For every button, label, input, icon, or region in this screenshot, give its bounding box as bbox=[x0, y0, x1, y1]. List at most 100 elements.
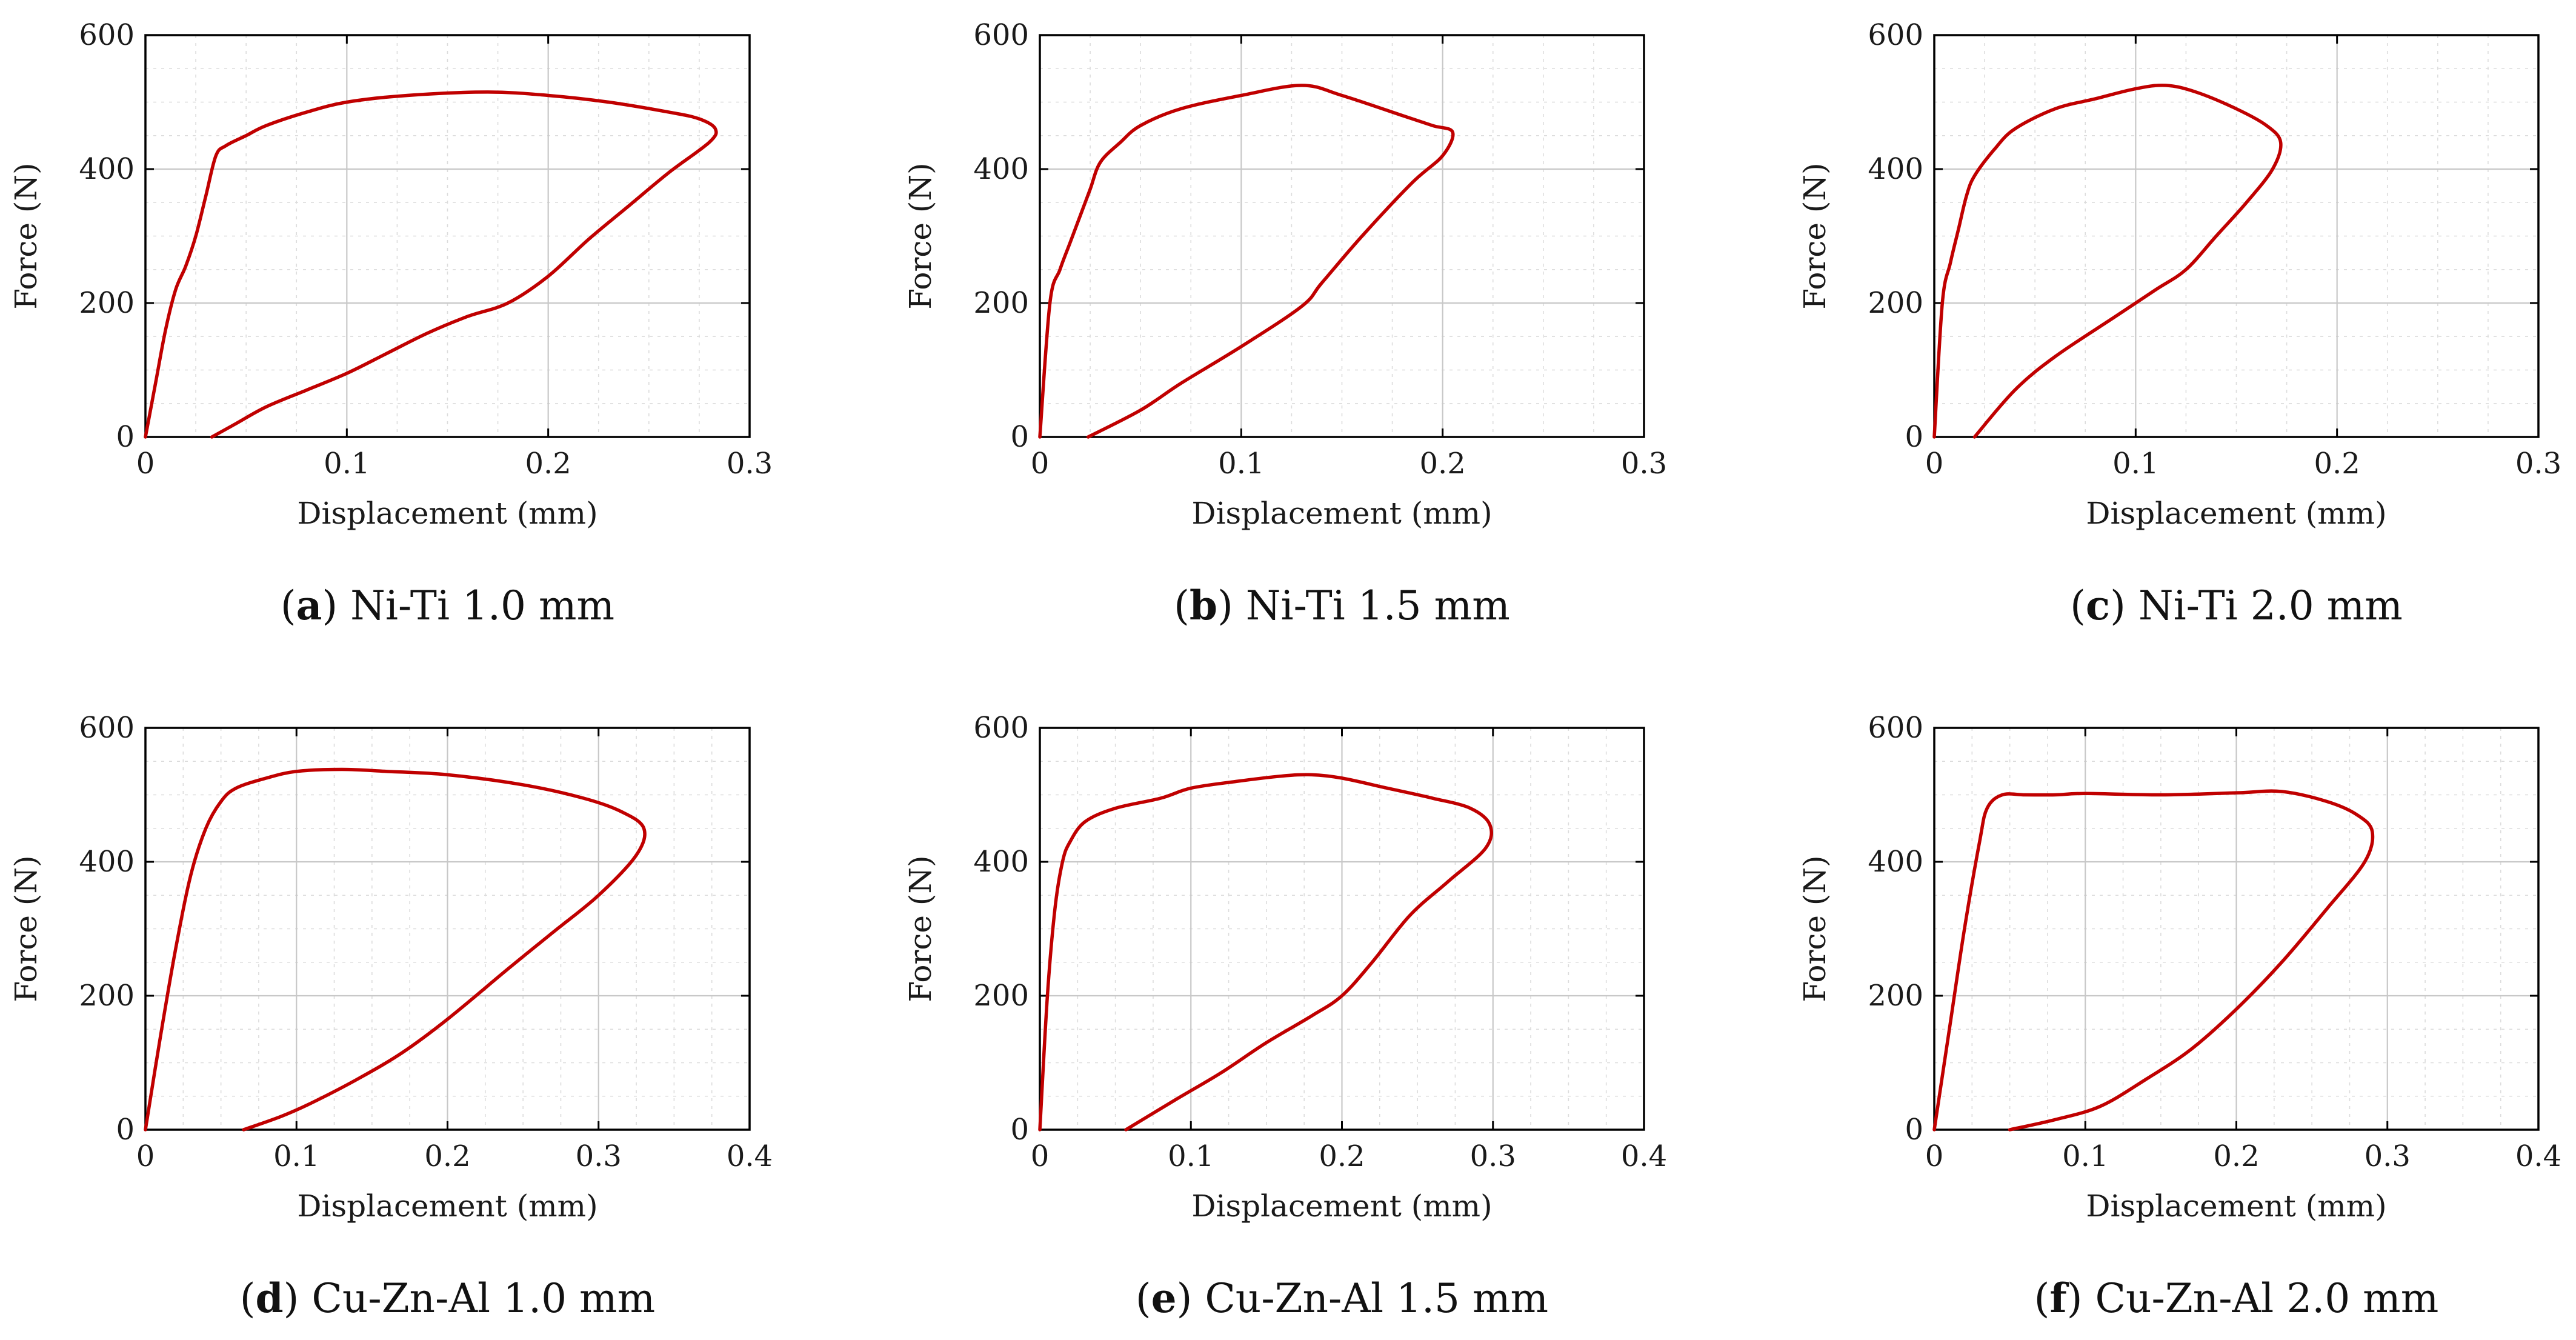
caption-letter: a bbox=[296, 582, 322, 629]
panel-caption: (b) Ni-Ti 1.5 mm bbox=[1174, 582, 1510, 629]
x-tick-label: 0.2 bbox=[1319, 1139, 1365, 1173]
caption-paren: ) bbox=[322, 582, 350, 629]
y-tick-label: 600 bbox=[1868, 711, 1923, 745]
y-tick-label: 200 bbox=[79, 286, 135, 320]
x-tick-label: 0 bbox=[1925, 1139, 1944, 1173]
panel-d: 0 0.1 0.2 0.3 0.4 0 200 400 600 Displacement (mm)… bbox=[8, 711, 773, 1322]
y-tick-label: 0 bbox=[1010, 1113, 1029, 1147]
caption-paren: ( bbox=[1174, 582, 1190, 629]
series-line bbox=[144, 767, 647, 1132]
panel-e: 0 0.1 0.2 0.3 0.4 0 200 400 600 Displacement (mm)… bbox=[903, 711, 1667, 1322]
x-tick-label: 0.3 bbox=[1470, 1139, 1516, 1173]
x-tick-label: 0.4 bbox=[1621, 1139, 1667, 1173]
series-line bbox=[1038, 84, 1455, 439]
y-tick-label: 600 bbox=[79, 18, 135, 52]
y-axis-label: Force (N) bbox=[903, 855, 938, 1002]
x-tick-label: 0.3 bbox=[727, 447, 773, 481]
caption-text: Cu-Zn-Al 2.0 mm bbox=[2095, 1275, 2439, 1322]
panel-caption: (e) Cu-Zn-Al 1.5 mm bbox=[1136, 1275, 1548, 1322]
x-tick-label: 0.3 bbox=[2365, 1139, 2411, 1173]
caption-paren: ( bbox=[240, 1275, 256, 1322]
x-tick-label: 0.1 bbox=[1168, 1139, 1214, 1173]
y-axis-label: Force (N) bbox=[8, 855, 44, 1002]
caption-text: Cu-Zn-Al 1.5 mm bbox=[1205, 1275, 1548, 1322]
panel-caption: (a) Ni-Ti 1.0 mm bbox=[281, 582, 614, 629]
panel-a: 0 0.1 0.2 0.3 0 200 400 600 Displacement (mm) For… bbox=[8, 18, 773, 629]
x-tick-label: 0.1 bbox=[1218, 447, 1264, 481]
y-tick-label: 400 bbox=[1868, 845, 1923, 879]
x-tick-label: 0 bbox=[136, 447, 155, 481]
x-tick-label: 0.3 bbox=[576, 1139, 622, 1173]
x-tick-label: 0.3 bbox=[2515, 447, 2561, 481]
caption-paren: ) bbox=[2067, 1275, 2095, 1322]
y-tick-label: 0 bbox=[116, 1113, 135, 1147]
caption-paren: ( bbox=[1136, 1275, 1151, 1322]
caption-letter: d bbox=[256, 1275, 284, 1322]
caption-letter: f bbox=[2049, 1275, 2069, 1322]
x-tick-label: 0.2 bbox=[2314, 447, 2360, 481]
y-tick-label: 600 bbox=[973, 711, 1029, 745]
x-axis-label: Displacement (mm) bbox=[297, 496, 597, 531]
caption-paren: ( bbox=[2070, 582, 2086, 629]
caption-letter: c bbox=[2086, 582, 2110, 629]
y-axis-label: Force (N) bbox=[1797, 855, 1832, 1002]
x-axis-label: Displacement (mm) bbox=[297, 1188, 597, 1224]
caption-paren: ) bbox=[1217, 582, 1246, 629]
series-line bbox=[1038, 773, 1494, 1132]
y-tick-label: 200 bbox=[973, 286, 1029, 320]
x-tick-label: 0 bbox=[1925, 447, 1944, 481]
series-line bbox=[144, 90, 718, 439]
caption-text: Cu-Zn-Al 1.0 mm bbox=[311, 1275, 655, 1322]
plot-frame bbox=[144, 34, 751, 438]
x-tick-label: 0.2 bbox=[525, 447, 571, 481]
caption-text: Ni-Ti 2.0 mm bbox=[2138, 582, 2403, 629]
panel-caption: (d) Cu-Zn-Al 1.0 mm bbox=[240, 1275, 655, 1322]
y-tick-label: 600 bbox=[1868, 18, 1923, 52]
caption-paren: ( bbox=[2034, 1275, 2050, 1322]
y-axis-label: Force (N) bbox=[1797, 162, 1832, 309]
panel-caption: (c) Ni-Ti 2.0 mm bbox=[2070, 582, 2403, 629]
panel-c: 0 0.1 0.2 0.3 0 200 400 600 Displacement (mm) For… bbox=[1797, 18, 2561, 629]
caption-text: Ni-Ti 1.0 mm bbox=[350, 582, 614, 629]
y-tick-label: 0 bbox=[116, 420, 135, 454]
x-tick-label: 0.1 bbox=[324, 447, 370, 481]
y-tick-label: 600 bbox=[973, 18, 1029, 52]
series-line bbox=[1932, 789, 2375, 1132]
y-tick-label: 200 bbox=[79, 979, 135, 1013]
caption-paren: ) bbox=[2110, 582, 2138, 629]
y-tick-label: 400 bbox=[1868, 152, 1923, 186]
caption-paren: ( bbox=[281, 582, 296, 629]
panel-b: 0 0.1 0.2 0.3 0 200 400 600 Displacement (mm) For… bbox=[903, 18, 1667, 629]
x-tick-label: 0 bbox=[1031, 1139, 1050, 1173]
x-tick-label: 0 bbox=[1031, 447, 1050, 481]
y-axis-label: Force (N) bbox=[8, 162, 44, 309]
x-tick-label: 0.1 bbox=[2112, 447, 2158, 481]
x-tick-label: 0.4 bbox=[2515, 1139, 2561, 1173]
y-tick-label: 200 bbox=[1868, 286, 1923, 320]
y-tick-label: 400 bbox=[79, 845, 135, 879]
caption-paren: ) bbox=[1177, 1275, 1205, 1322]
x-axis-label: Displacement (mm) bbox=[2086, 1188, 2386, 1224]
x-tick-label: 0.2 bbox=[1419, 447, 1465, 481]
panel-f: 0 0.1 0.2 0.3 0.4 0 200 400 600 Displacement (mm)… bbox=[1797, 711, 2561, 1322]
panel-caption: (f) Cu-Zn-Al 2.0 mm bbox=[2034, 1275, 2439, 1322]
caption-letter: b bbox=[1190, 582, 1217, 629]
y-tick-label: 200 bbox=[973, 979, 1029, 1013]
plot-frame bbox=[1039, 34, 1645, 438]
y-tick-label: 400 bbox=[79, 152, 135, 186]
x-axis-label: Displacement (mm) bbox=[1191, 1188, 1492, 1224]
y-axis-label: Force (N) bbox=[903, 162, 938, 309]
x-tick-label: 0.3 bbox=[1621, 447, 1667, 481]
y-tick-label: 600 bbox=[79, 711, 135, 745]
x-tick-label: 0.2 bbox=[2213, 1139, 2259, 1173]
x-axis-label: Displacement (mm) bbox=[1191, 496, 1492, 531]
x-tick-label: 0 bbox=[136, 1139, 155, 1173]
caption-letter: e bbox=[1151, 1275, 1177, 1322]
x-tick-label: 0.1 bbox=[273, 1139, 319, 1173]
caption-paren: ) bbox=[284, 1275, 312, 1322]
y-tick-label: 0 bbox=[1010, 420, 1029, 454]
y-tick-label: 400 bbox=[973, 152, 1029, 186]
y-tick-label: 0 bbox=[1905, 1113, 1923, 1147]
